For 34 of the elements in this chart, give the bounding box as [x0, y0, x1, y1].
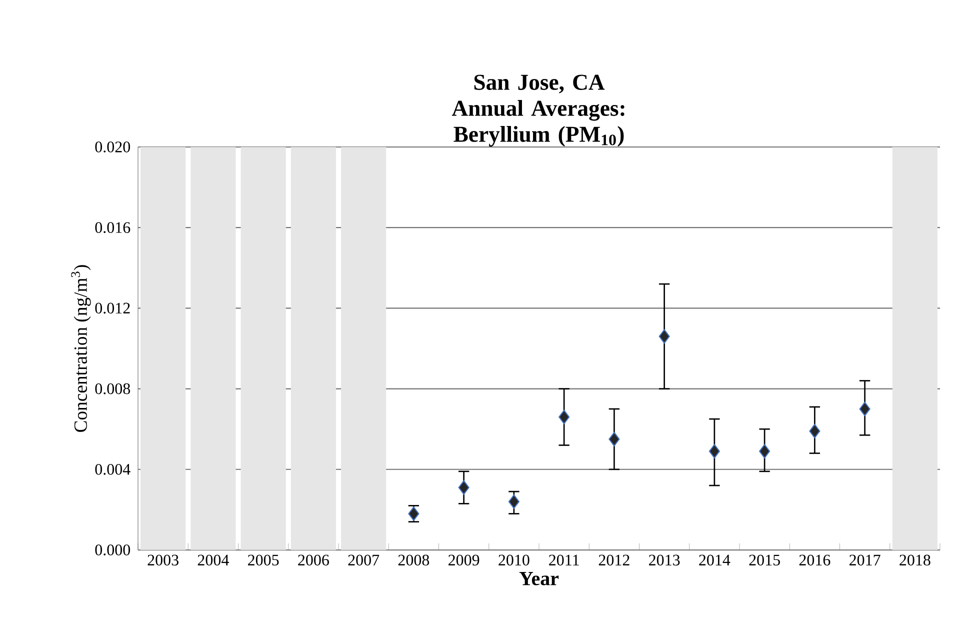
x-tick-label: 2008	[398, 554, 430, 566]
x-axis-title: Year	[519, 572, 559, 586]
y-tick-label: 0.020	[95, 142, 130, 152]
x-tick-label: 2014	[699, 554, 730, 566]
x-tick-label: 2006	[298, 554, 329, 566]
y-axis-title: Concentration (ng/m$^{3}$)	[71, 265, 91, 432]
x-tick-label: 2018	[900, 554, 930, 566]
y-tick-label: 0.012	[95, 302, 130, 314]
x-tick-label: 2003	[148, 554, 178, 566]
point	[558, 410, 570, 424]
x-tick-label: 2009	[448, 554, 480, 566]
point	[458, 480, 470, 495]
y-tick-label: 0.000	[95, 544, 130, 556]
x-tick-label: 2015	[749, 554, 780, 566]
y-tick-label: 0.016	[95, 222, 130, 234]
x-tick-label: 2004	[198, 554, 229, 566]
point	[708, 444, 720, 458]
x-tick-label: 2012	[598, 554, 630, 566]
x-tick-label: 2007	[348, 554, 380, 566]
point	[759, 444, 770, 458]
y-tick-label: 0.008	[95, 383, 130, 394]
x-tick-label: 2005	[248, 554, 279, 566]
point	[658, 329, 670, 344]
x-tick-label: 2017	[850, 554, 880, 566]
point	[508, 494, 520, 509]
point	[608, 432, 620, 446]
x-tick-label: 2010	[498, 554, 530, 566]
chart-title: San Jose, CA Annual Averages: Beryllium (PM$_{10}$)	[452, 74, 624, 147]
point	[809, 424, 820, 438]
x-tick-label: 2011	[549, 554, 579, 566]
x-tick-label: 2013	[649, 554, 680, 566]
x-tick-label: 2016	[799, 554, 830, 566]
point	[859, 402, 870, 416]
y-tick-label: 0.004	[95, 464, 130, 475]
